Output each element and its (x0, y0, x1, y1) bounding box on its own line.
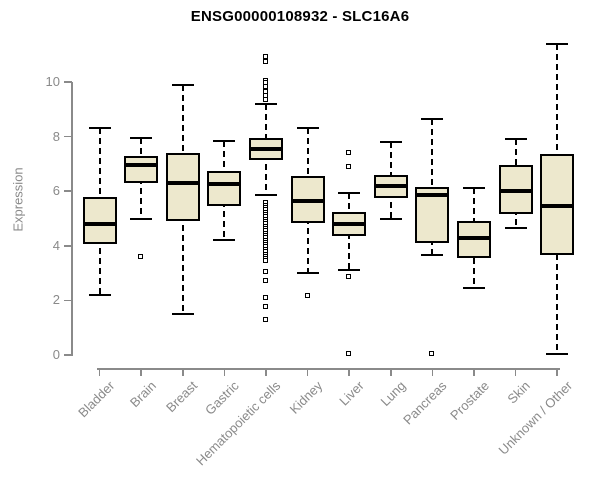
x-tick (431, 368, 434, 377)
whisker-cap-bottom (379, 217, 402, 220)
chart-title: ENSG00000108932 - SLC16A6 (190, 8, 410, 25)
x-tick (556, 368, 558, 377)
median-line (126, 163, 157, 168)
whisker-cap-bottom (546, 353, 569, 356)
x-tick (140, 368, 142, 377)
median-line (167, 181, 198, 185)
median-line (251, 146, 281, 151)
whisker-cap-top (546, 42, 569, 45)
x-tick-label: Bladder (74, 378, 118, 421)
y-tick (64, 135, 72, 138)
outlier-point (346, 351, 352, 357)
box (124, 155, 159, 183)
outlier-point (263, 258, 268, 264)
whisker-cap-top (213, 139, 236, 142)
y-tick (64, 81, 72, 83)
x-tick-label: Pancreas (400, 378, 451, 428)
x-tick (182, 368, 184, 377)
whisker-cap-bottom (171, 313, 194, 316)
whisker-cap-top (379, 141, 402, 144)
median-line (84, 221, 115, 226)
whisker-cap-bottom (213, 239, 236, 242)
whisker-cap-bottom (338, 269, 361, 272)
x-tick-label: Unknown / Other (495, 378, 575, 458)
median-line (542, 204, 573, 209)
x-tick (390, 368, 392, 377)
x-tick-label: Lung (377, 378, 409, 410)
outlier-point (263, 294, 268, 300)
x-tick-label: Kidney (286, 378, 326, 417)
whisker-cap-top (421, 117, 444, 120)
x-tick (348, 368, 350, 377)
box (207, 170, 242, 207)
whisker-cap-bottom (463, 287, 485, 290)
whisker-cap-bottom (421, 254, 444, 257)
box (457, 221, 491, 259)
whisker-cap-top (504, 138, 527, 141)
outlier-point (346, 149, 352, 155)
y-tick (64, 354, 72, 356)
x-tick (223, 368, 226, 377)
y-tick-label: 2 (52, 292, 60, 308)
outlier-point (263, 268, 268, 274)
y-tick-label: 0 (52, 347, 60, 362)
y-tick-label: 6 (52, 183, 60, 199)
whisker-cap-top (463, 187, 485, 190)
outlier-point (263, 58, 268, 64)
outlier-point (346, 163, 352, 169)
x-tick-label: Breast (163, 378, 201, 416)
whisker-cap-bottom (296, 272, 319, 275)
x-axis-line (97, 368, 560, 370)
whisker-cap-bottom (130, 217, 153, 220)
whisker-cap-top (255, 102, 277, 105)
median-line (417, 193, 448, 198)
median-line (375, 183, 406, 188)
x-tick (98, 368, 101, 377)
x-tick-label: Prostate (446, 378, 492, 423)
x-tick (306, 368, 309, 377)
x-tick-label: Gastric (202, 378, 243, 418)
median-line (334, 221, 365, 226)
outlier-point (429, 351, 435, 357)
median-line (209, 182, 240, 187)
outlier-point (138, 253, 144, 259)
y-tick (64, 190, 72, 192)
x-tick (514, 368, 517, 377)
x-tick-label: Skin (504, 378, 534, 407)
whisker-cap-top (338, 191, 361, 194)
whisker-cap-bottom (255, 194, 277, 197)
median-line (292, 198, 323, 203)
whisker-cap-bottom (88, 293, 111, 296)
whisker-cap-top (171, 83, 194, 86)
box (165, 152, 200, 222)
median-line (500, 189, 531, 194)
outlier-point (263, 316, 268, 322)
x-tick-label: Liver (336, 378, 367, 409)
median-line (459, 235, 489, 240)
y-tick (64, 245, 72, 247)
outlier-point (263, 96, 268, 102)
outlier-point (304, 293, 310, 299)
y-axis-line (71, 82, 73, 356)
outlier-point (263, 278, 268, 284)
box (82, 196, 117, 245)
whisker-cap-top (296, 127, 319, 130)
outlier-point (263, 304, 268, 310)
y-tick-label: 4 (52, 237, 60, 253)
whisker-cap-top (130, 136, 153, 139)
whisker-cap-bottom (504, 227, 527, 230)
x-tick-label: Brain (126, 378, 159, 411)
outlier-point (346, 274, 352, 280)
x-tick (473, 368, 475, 377)
whisker-cap-top (88, 127, 111, 130)
y-tick-label: 8 (52, 128, 60, 144)
y-tick (64, 299, 72, 302)
y-tick-label: 10 (45, 74, 60, 89)
x-tick (265, 368, 267, 377)
